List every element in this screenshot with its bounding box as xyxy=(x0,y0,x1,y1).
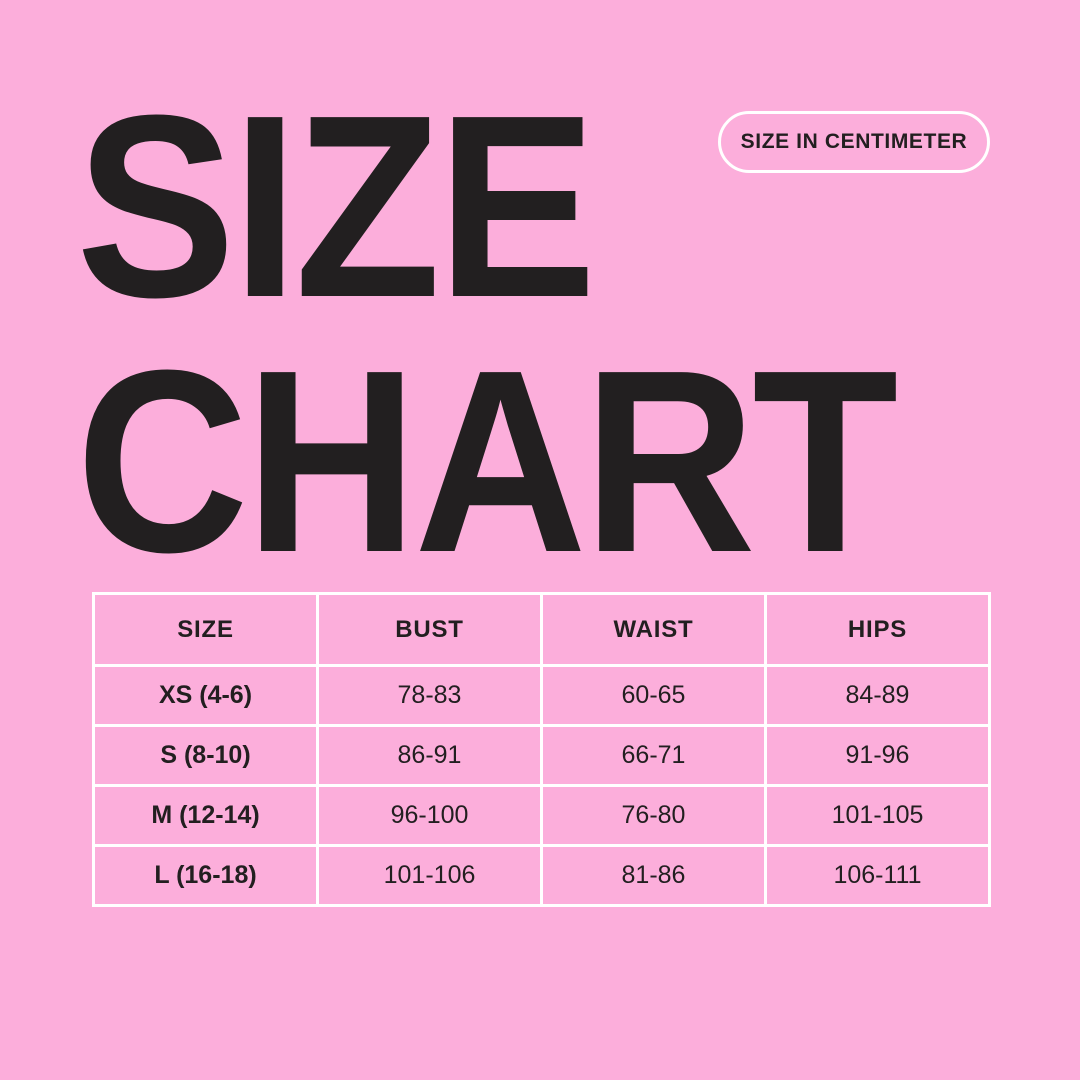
bust-cell: 78-83 xyxy=(316,664,543,727)
column-header-bust: BUST xyxy=(316,592,543,667)
bust-cell: 86-91 xyxy=(316,724,543,787)
size-cell: L (16-18) xyxy=(92,844,319,907)
size-unit-badge-label: SIZE IN CENTIMETER xyxy=(740,130,968,153)
size-unit-badge: SIZE IN CENTIMETER xyxy=(718,111,990,173)
column-header-hips: HIPS xyxy=(764,592,991,667)
hips-cell: 101-105 xyxy=(764,784,991,847)
table-row-m: M (12-14) 96-100 76-80 101-105 xyxy=(92,784,991,847)
size-cell: XS (4-6) xyxy=(92,664,319,727)
column-header-size: SIZE xyxy=(92,592,319,667)
waist-cell: 66-71 xyxy=(540,724,767,787)
waist-cell: 76-80 xyxy=(540,784,767,847)
bust-cell: 101-106 xyxy=(316,844,543,907)
page-title-line-1: SIZE xyxy=(76,62,597,352)
hips-cell: 84-89 xyxy=(764,664,991,727)
hips-cell: 106-111 xyxy=(764,844,991,907)
table-row-l: L (16-18) 101-106 81-86 106-111 xyxy=(92,844,991,907)
page-title-line-2: CHART xyxy=(76,317,898,607)
waist-cell: 60-65 xyxy=(540,664,767,727)
page-title: SIZE CHART xyxy=(76,62,898,607)
column-header-waist: WAIST xyxy=(540,592,767,667)
size-cell: S (8-10) xyxy=(92,724,319,787)
bust-cell: 96-100 xyxy=(316,784,543,847)
table-row-xs: XS (4-6) 78-83 60-65 84-89 xyxy=(92,664,991,727)
table-header-row: SIZE BUST WAIST HIPS xyxy=(92,592,991,667)
table-row-s: S (8-10) 86-91 66-71 91-96 xyxy=(92,724,991,787)
size-cell: M (12-14) xyxy=(92,784,319,847)
size-table: SIZE BUST WAIST HIPS XS (4-6) 78-83 60-6… xyxy=(92,592,991,907)
hips-cell: 91-96 xyxy=(764,724,991,787)
waist-cell: 81-86 xyxy=(540,844,767,907)
